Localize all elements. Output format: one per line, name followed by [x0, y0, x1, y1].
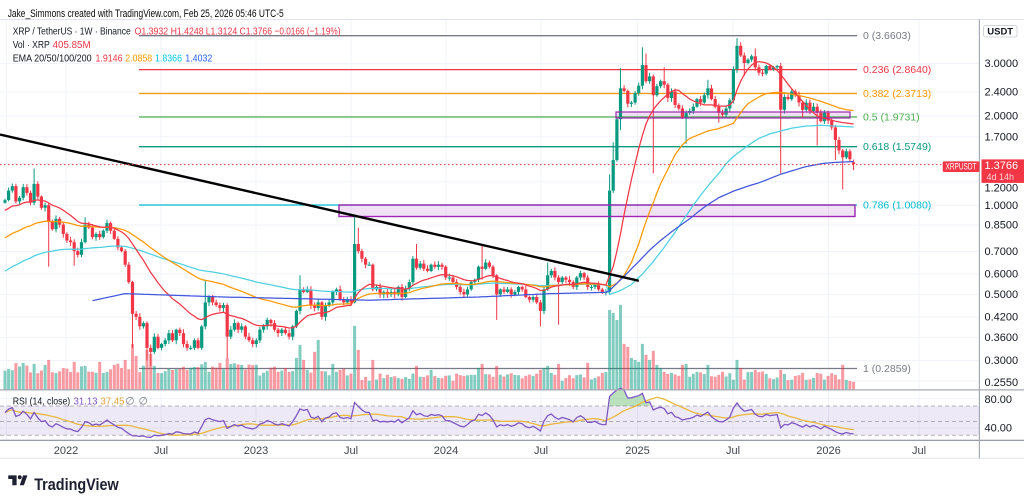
svg-text:80.00: 80.00	[985, 394, 1013, 406]
svg-text:∅: ∅	[139, 395, 148, 407]
svg-text:2.0858: 2.0858	[125, 53, 152, 65]
svg-text:2.0000: 2.0000	[985, 111, 1019, 123]
svg-text:0.5 (1.9731): 0.5 (1.9731)	[863, 112, 920, 124]
svg-text:31.13: 31.13	[74, 395, 98, 407]
svg-text:2023: 2023	[244, 445, 268, 457]
svg-text:0.3000: 0.3000	[985, 355, 1019, 367]
svg-text:H1.4248: H1.4248	[171, 25, 204, 37]
svg-text:TradingView: TradingView	[34, 475, 119, 494]
svg-text:1.0000: 1.0000	[985, 200, 1019, 212]
svg-text:1 (0.2859): 1 (0.2859)	[863, 363, 911, 375]
svg-text:1.9146: 1.9146	[96, 53, 123, 65]
svg-text:0.7000: 0.7000	[985, 246, 1019, 258]
svg-text:C1.3766: C1.3766	[240, 25, 273, 37]
svg-text:XRPUSDT: XRPUSDT	[946, 161, 977, 171]
svg-text:0.382 (2.3713): 0.382 (2.3713)	[863, 88, 931, 100]
svg-text:0.5000: 0.5000	[985, 289, 1019, 301]
svg-text:37.45: 37.45	[101, 395, 125, 407]
svg-text:0.3600: 0.3600	[985, 332, 1019, 344]
svg-text:RSI (14, close): RSI (14, close)	[13, 395, 70, 407]
svg-text:1.7000: 1.7000	[985, 131, 1019, 143]
svg-text:0.618 (1.5749): 0.618 (1.5749)	[863, 141, 931, 153]
svg-text:Jul: Jul	[154, 445, 168, 457]
svg-text:1.3766: 1.3766	[985, 160, 1019, 172]
svg-text:2022: 2022	[54, 445, 78, 457]
svg-text:2024: 2024	[434, 445, 458, 457]
svg-text:2025: 2025	[625, 445, 649, 457]
svg-text:0 (3.6603): 0 (3.6603)	[863, 30, 911, 42]
svg-text:2026: 2026	[816, 445, 840, 457]
svg-text:4d 14h: 4d 14h	[987, 172, 1015, 182]
svg-text:0.2550: 0.2550	[985, 377, 1019, 389]
svg-text:0.4200: 0.4200	[985, 312, 1019, 324]
svg-text:Jul: Jul	[344, 445, 358, 457]
svg-text:O1.3932: O1.3932	[135, 25, 169, 37]
svg-text:40.00: 40.00	[985, 422, 1013, 434]
svg-text:1.2000: 1.2000	[985, 182, 1019, 194]
svg-text:L1.3124: L1.3124	[206, 25, 238, 37]
svg-text:0.786 (1.0080): 0.786 (1.0080)	[863, 200, 931, 212]
svg-text:2.4000: 2.4000	[985, 87, 1019, 99]
svg-text:Jul: Jul	[726, 445, 740, 457]
svg-text:3.0000: 3.0000	[985, 58, 1019, 70]
svg-text:0.6000: 0.6000	[985, 269, 1019, 281]
svg-text:1.4032: 1.4032	[185, 53, 212, 65]
svg-text:∅: ∅	[125, 395, 134, 407]
svg-text:1.8366: 1.8366	[155, 53, 182, 65]
svg-text:−0.0166 (−1.19%): −0.0166 (−1.19%)	[275, 25, 341, 37]
svg-text:XRP / TetherUS · 1W · Binance: XRP / TetherUS · 1W · Binance	[13, 25, 131, 37]
svg-text:EMA 20/50/100/200: EMA 20/50/100/200	[13, 53, 92, 65]
svg-text:Jul: Jul	[534, 445, 548, 457]
svg-text:0.8500: 0.8500	[985, 220, 1019, 232]
svg-text:Vol · XRP: Vol · XRP	[13, 39, 50, 51]
svg-text:Jul: Jul	[912, 445, 926, 457]
svg-text:0.236 (2.8640): 0.236 (2.8640)	[863, 64, 931, 76]
svg-text:USDT: USDT	[987, 26, 1013, 37]
svg-text:Jake_Simmons created with Trad: Jake_Simmons created with TradingView.co…	[8, 8, 284, 20]
svg-text:405.85M: 405.85M	[53, 39, 91, 51]
